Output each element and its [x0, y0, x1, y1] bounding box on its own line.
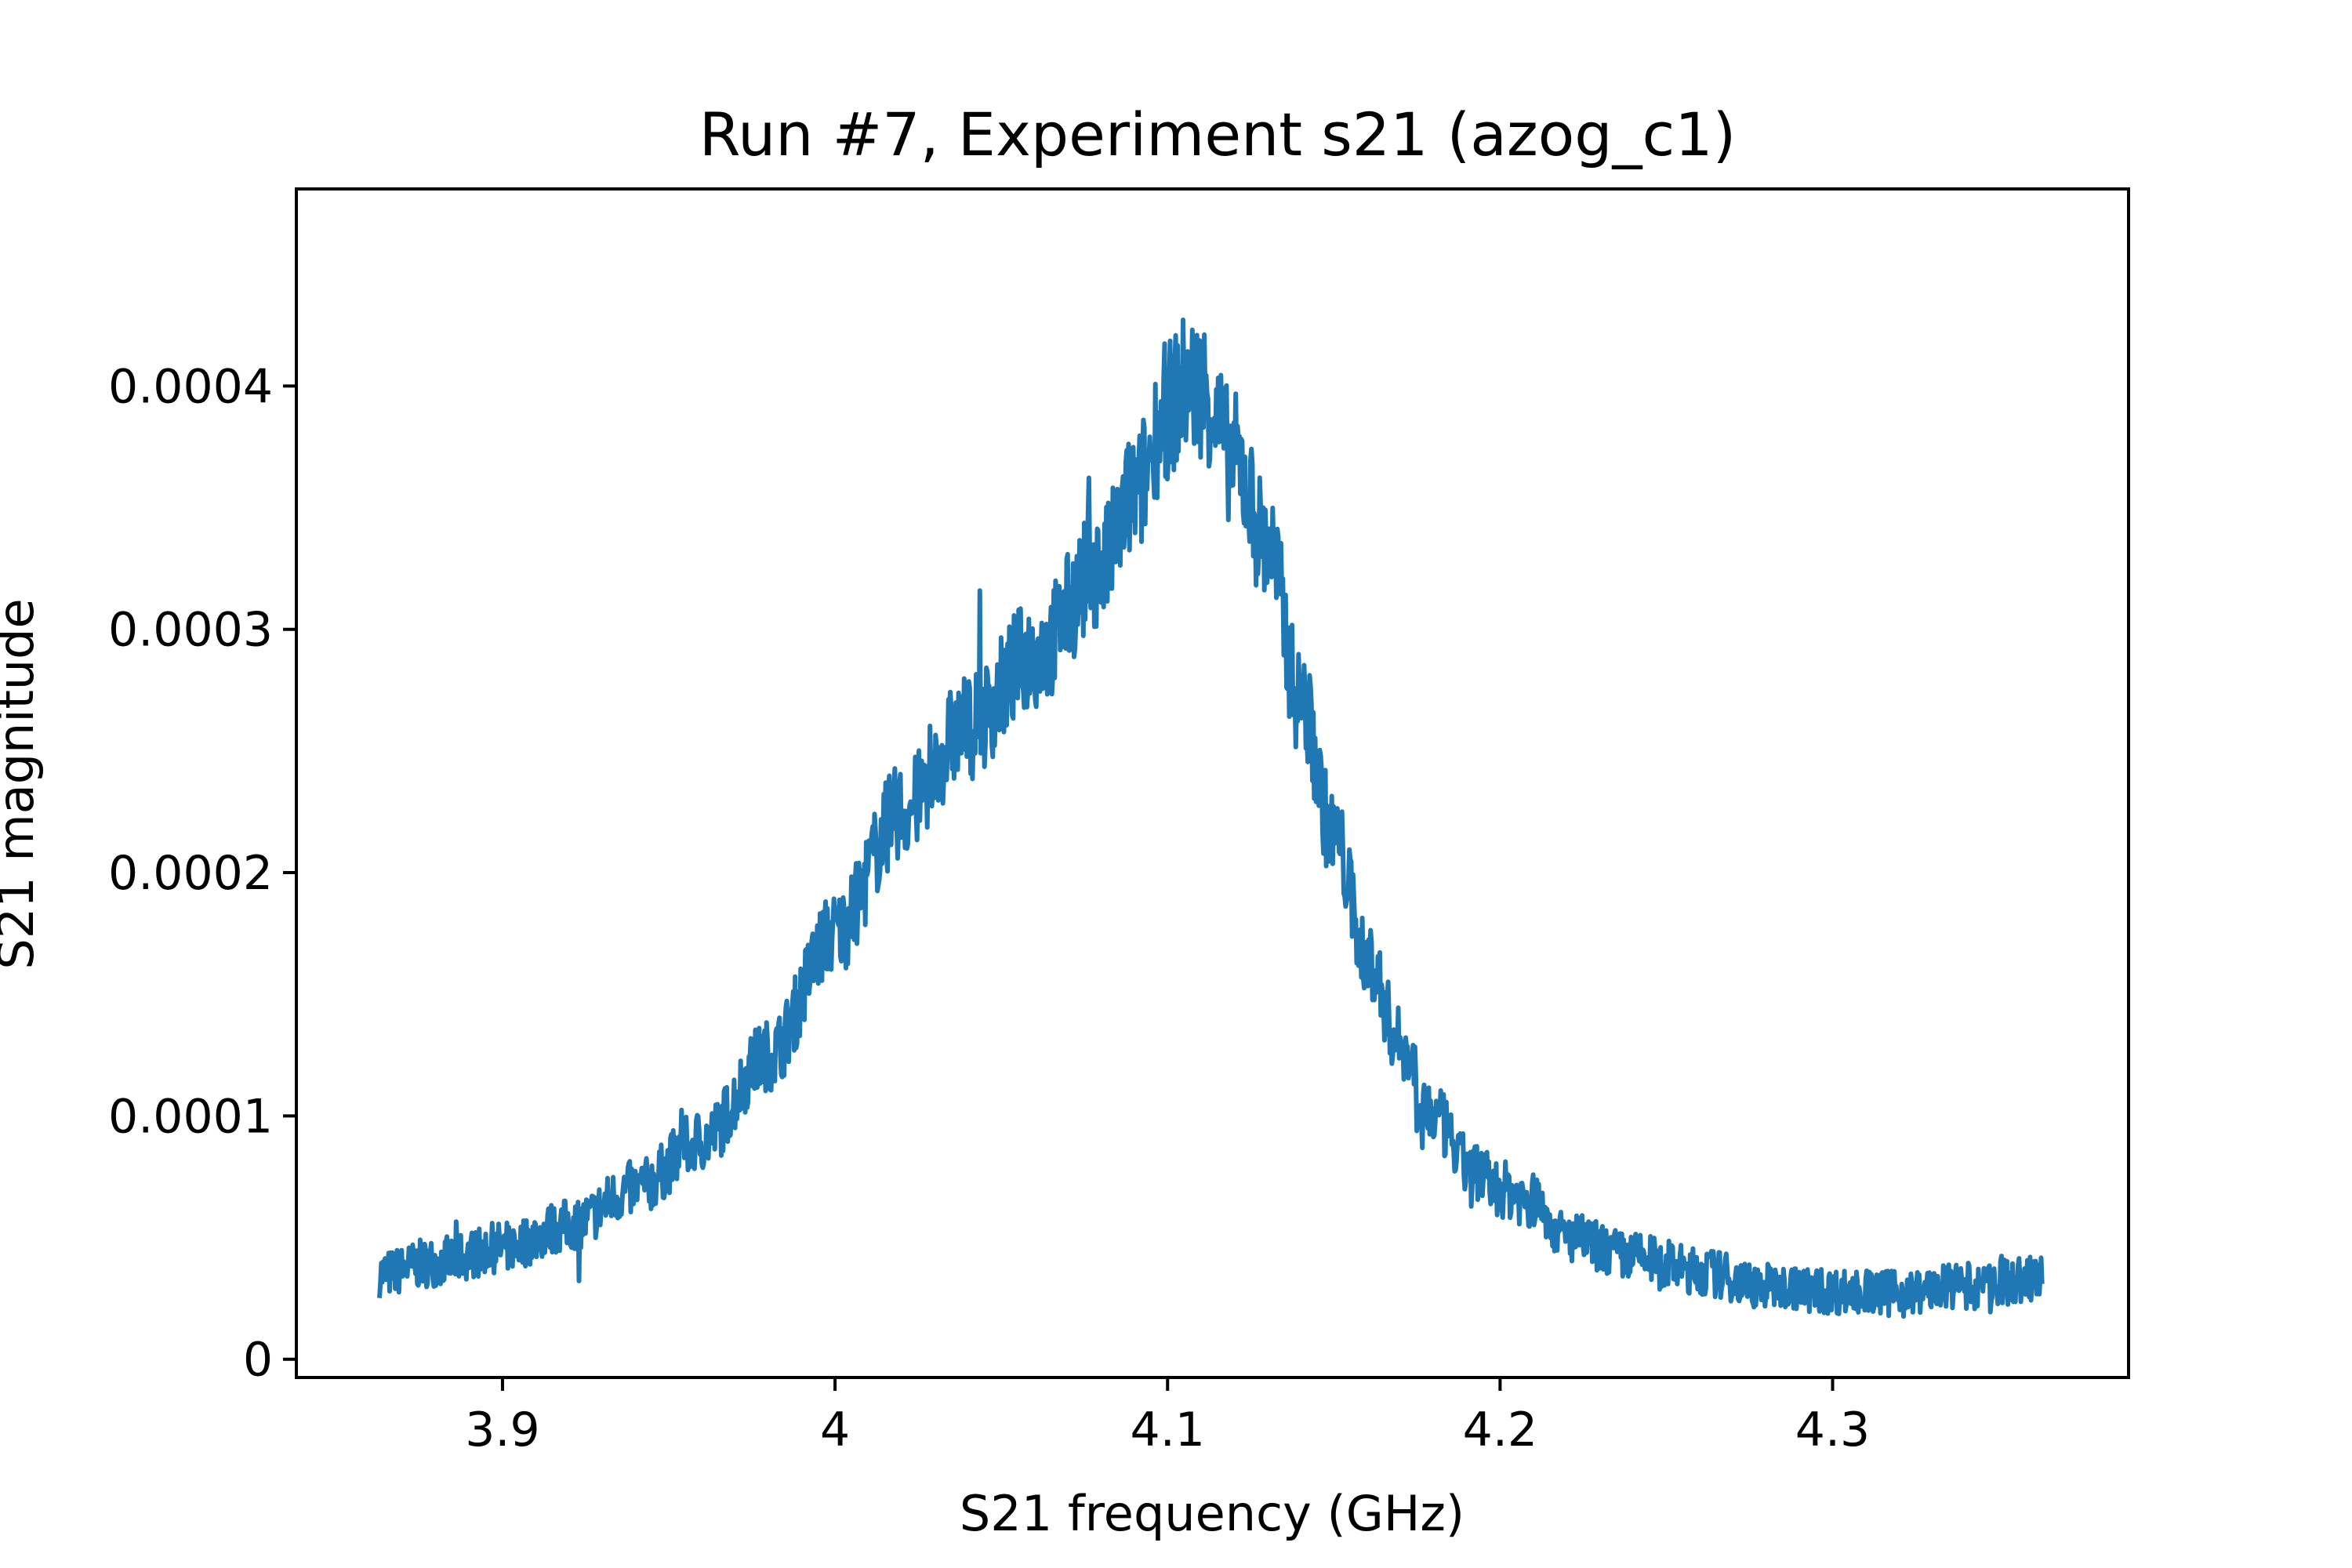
y-tick-label: 0.0004 — [108, 359, 273, 414]
x-tick-label: 4.2 — [1463, 1403, 1537, 1457]
series-line — [377, 318, 2045, 1319]
y-tick-label: 0.0001 — [108, 1089, 273, 1144]
x-tick-label: 4 — [820, 1403, 850, 1457]
x-tick-label: 4.1 — [1131, 1403, 1205, 1457]
y-axis-label: S21 magnitude — [0, 598, 45, 969]
x-tick-label: 4.3 — [1795, 1403, 1870, 1457]
y-tick-label: 0.0003 — [108, 603, 273, 658]
x-tick-label: 3.9 — [465, 1403, 539, 1457]
y-tick-label: 0.0002 — [108, 846, 273, 901]
x-axis: 3.9 4 4.1 4.2 4.3 — [465, 1377, 1870, 1457]
plot-area — [377, 318, 2045, 1319]
chart-title: Run #7, Experiment s21 (azog_c1) — [699, 100, 1737, 169]
y-tick-label: 0 — [243, 1333, 273, 1388]
plot-frame — [295, 187, 2130, 1379]
y-axis: 0 0.0001 0.0002 0.0003 0.0004 — [108, 359, 296, 1388]
x-axis-label: S21 frequency (GHz) — [960, 1485, 1465, 1542]
